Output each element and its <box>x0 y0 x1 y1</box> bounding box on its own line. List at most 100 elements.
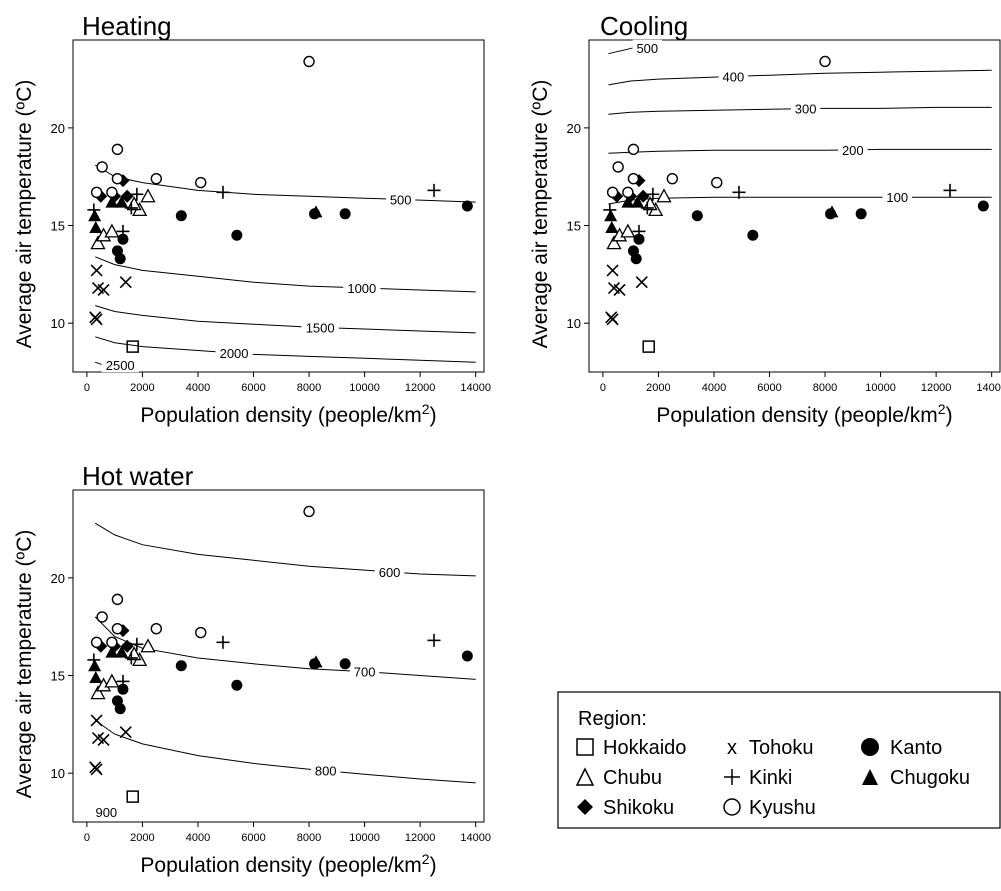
data-point-kyushu <box>90 636 103 649</box>
chart-panel-hot-water: Hot water 0 2000 4000 6000 8000 10000 12000 1400… <box>13 461 491 877</box>
y-tick-label: 10 <box>51 316 65 331</box>
x-tick-label: 14000 <box>460 832 491 844</box>
contour-label: 200 <box>842 143 864 158</box>
legend-marker: x <box>727 737 737 759</box>
x-tick-label: 8000 <box>297 382 321 394</box>
data-point-kanto <box>339 208 351 220</box>
x-axis-label: Population density (people/km2) <box>140 851 436 877</box>
contour-label: 100 <box>886 190 908 205</box>
legend-label: Shikoku <box>603 797 674 819</box>
data-point-chugoku <box>115 195 129 208</box>
x-tick-label: 14000 <box>460 382 491 394</box>
data-point-kinki <box>216 635 230 649</box>
data-point-kyushu <box>96 611 108 623</box>
data-point-kyushu <box>150 622 163 635</box>
contour-label-bg <box>790 100 821 116</box>
data-point-tohoku <box>606 264 619 277</box>
data-point-tohoku <box>90 313 103 326</box>
data-point-kanto <box>231 229 243 241</box>
data-point-shikoku <box>120 189 134 203</box>
data-point-kyushu <box>111 143 124 156</box>
data-point-kinki <box>427 633 441 647</box>
contour-label-bg <box>882 189 912 205</box>
legend-label: Kinki <box>749 767 792 789</box>
data-point-kanto <box>117 683 129 695</box>
contour-line-200 <box>608 148 992 154</box>
legend-marker <box>861 738 879 756</box>
data-point-tohoku <box>90 264 103 277</box>
data-point-chugoku <box>89 220 103 233</box>
data-point-kanto <box>175 660 187 672</box>
contour-label: 400 <box>723 69 745 84</box>
data-point-kinki <box>640 201 654 215</box>
contour-label-bg <box>632 39 663 55</box>
contour-label: 800 <box>315 764 337 779</box>
x-tick-label: 8000 <box>813 382 837 394</box>
data-point-kinki <box>216 185 230 199</box>
data-point-kyushu <box>711 176 723 189</box>
contour-label-bg <box>838 141 868 157</box>
y-tick-label: 10 <box>567 316 581 331</box>
legend-marker <box>724 769 740 785</box>
contour-line-2000 <box>95 336 476 363</box>
x-tick-label: 12000 <box>405 382 436 394</box>
contour-label: 2000 <box>220 346 249 361</box>
legend-item-kanto: Kanto <box>861 737 942 759</box>
data-point-tohoku <box>90 714 103 727</box>
legend-label: Kanto <box>890 737 942 759</box>
data-point-chubu <box>104 223 120 238</box>
legend-marker <box>576 738 594 756</box>
y-tick-label: 10 <box>51 766 65 781</box>
data-point-chugoku <box>115 645 129 658</box>
plot-frame <box>72 39 485 373</box>
data-point-kinki <box>130 187 144 201</box>
legend-label: Kyushu <box>749 797 816 819</box>
data-point-kyushu <box>90 186 103 199</box>
plot-frame <box>72 489 485 823</box>
contour-label-bg <box>301 319 339 335</box>
data-point-kinki <box>130 637 144 651</box>
data-point-kyushu <box>627 172 640 185</box>
data-point-kinki <box>943 183 957 197</box>
data-point-kinki <box>116 224 130 238</box>
plot-frame <box>588 39 1001 373</box>
data-point-chugoku <box>631 195 645 208</box>
y-axis-label: Average air temperature (ºC) <box>13 80 36 349</box>
legend-marker <box>577 799 593 815</box>
data-point-hokkaido <box>126 340 139 353</box>
contour-label: 500 <box>636 41 658 56</box>
data-point-kyushu <box>106 186 118 199</box>
legend-title: Region: <box>578 708 647 730</box>
x-tick-label: 8000 <box>297 832 321 844</box>
contour-label-bg <box>101 357 139 373</box>
data-point-kanto <box>339 658 351 670</box>
x-axis-label: Population density (people/km2) <box>656 401 952 427</box>
data-point-chugoku <box>825 205 839 218</box>
data-point-chubu <box>656 188 672 203</box>
contour-line-800 <box>94 719 476 784</box>
data-point-kinki <box>427 183 441 197</box>
x-tick-label: 12000 <box>405 832 436 844</box>
data-point-chubu <box>620 223 636 238</box>
data-point-kyushu <box>106 636 118 649</box>
data-point-kanto <box>855 208 867 220</box>
data-point-tohoku <box>119 726 132 739</box>
legend-label: Hokkaido <box>603 737 686 759</box>
x-tick-label: 0 <box>600 382 606 394</box>
data-point-chugoku <box>605 220 619 233</box>
data-point-chubu <box>606 235 622 250</box>
x-tick-label: 4000 <box>186 382 210 394</box>
data-point-chugoku <box>88 659 102 672</box>
legend: Region: Hokkaido x Tohoku Kanto Chubu Kinki Chu… <box>557 691 1001 829</box>
data-point-kyushu <box>111 172 124 185</box>
data-point-hokkaido <box>126 790 139 803</box>
data-point-kyushu <box>303 505 315 518</box>
legend-item-chubu: Chubu <box>575 767 662 789</box>
contour-line-700 <box>94 616 476 680</box>
data-point-kanto <box>114 253 126 265</box>
x-tick-label: 4000 <box>186 832 210 844</box>
x-tick-label: 10000 <box>349 832 380 844</box>
chart-title: Cooling <box>600 11 688 41</box>
data-point-kyushu <box>111 593 124 606</box>
legend-label: Chubu <box>603 767 662 789</box>
